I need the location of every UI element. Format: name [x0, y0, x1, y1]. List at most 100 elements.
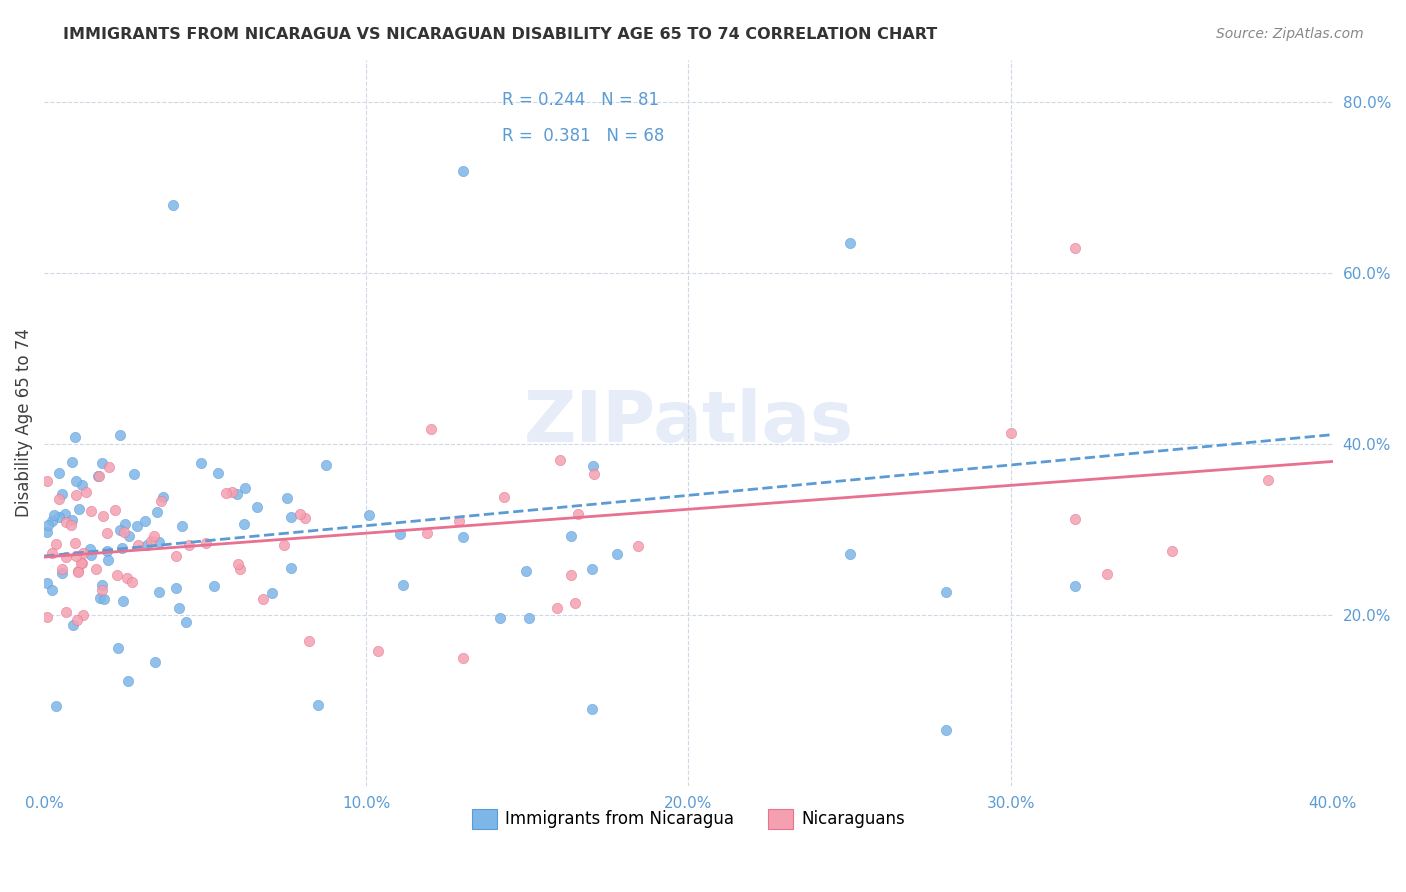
Point — [606, 547, 628, 561]
Point — [45, 698, 67, 713]
Point — [110, 523, 132, 537]
Point — [79, 541, 101, 556]
Point — [246, 500, 269, 514]
Point — [215, 485, 238, 500]
Point — [581, 702, 603, 716]
Point — [447, 514, 470, 528]
Point — [145, 656, 167, 670]
Point — [112, 524, 135, 539]
Point — [492, 490, 515, 504]
Point — [276, 491, 298, 506]
Point — [75, 485, 97, 500]
Point — [388, 527, 411, 541]
Point — [45, 537, 67, 551]
Text: Source: ZipAtlas.com: Source: ZipAtlas.com — [1216, 27, 1364, 41]
Point — [280, 510, 302, 524]
Point — [42, 508, 65, 523]
Point — [127, 518, 149, 533]
Point — [91, 582, 114, 597]
Point — [51, 487, 73, 501]
Text: R = 0.244   N = 81: R = 0.244 N = 81 — [502, 91, 659, 109]
Point — [1064, 579, 1087, 593]
Point — [288, 507, 311, 521]
Point — [134, 515, 156, 529]
Point — [67, 566, 90, 580]
Point — [207, 466, 229, 480]
Point — [63, 430, 86, 444]
Point — [65, 549, 87, 563]
Point — [91, 509, 114, 524]
Point — [229, 562, 252, 576]
Point — [70, 556, 93, 570]
Point — [65, 488, 87, 502]
Point — [96, 526, 118, 541]
Point — [60, 513, 83, 527]
Point — [110, 541, 132, 555]
Point — [582, 467, 605, 482]
Point — [167, 600, 190, 615]
Point — [560, 567, 582, 582]
Point — [273, 538, 295, 552]
Point — [564, 596, 586, 610]
Point — [105, 568, 128, 582]
Point — [1257, 474, 1279, 488]
Point — [117, 673, 139, 688]
Point — [935, 723, 957, 738]
Point — [107, 641, 129, 656]
Point — [489, 611, 512, 625]
Point — [1064, 241, 1087, 255]
Point — [37, 525, 59, 540]
Point — [148, 585, 170, 599]
Point — [108, 428, 131, 442]
Point — [72, 546, 94, 560]
Point — [162, 198, 184, 212]
Point — [136, 537, 159, 551]
Point — [195, 535, 218, 549]
Point — [37, 475, 59, 489]
Legend: Immigrants from Nicaragua, Nicaraguans: Immigrants from Nicaragua, Nicaraguans — [465, 802, 911, 836]
Point — [225, 487, 247, 501]
Point — [165, 581, 187, 595]
Point — [392, 578, 415, 592]
Point — [190, 456, 212, 470]
Point — [67, 564, 90, 578]
Point — [150, 494, 173, 508]
Point — [359, 508, 381, 523]
Point — [70, 556, 93, 570]
Point — [124, 467, 146, 481]
Point — [63, 535, 86, 549]
Point — [41, 583, 63, 598]
Point — [37, 575, 59, 590]
Point — [80, 548, 103, 562]
Point — [174, 615, 197, 629]
Point — [517, 611, 540, 625]
Point — [48, 509, 70, 524]
Point — [548, 453, 571, 467]
Point — [139, 533, 162, 548]
Point — [84, 562, 107, 576]
Point — [567, 507, 589, 521]
Point — [294, 511, 316, 525]
Point — [55, 549, 77, 564]
Point — [165, 549, 187, 563]
Point — [233, 482, 256, 496]
Point — [72, 608, 94, 623]
Point — [419, 422, 441, 436]
Point — [55, 515, 77, 529]
Point — [60, 518, 83, 533]
Point — [451, 530, 474, 544]
Point — [121, 574, 143, 589]
Point — [89, 591, 111, 605]
Point — [451, 163, 474, 178]
Point — [838, 236, 860, 251]
Point — [307, 698, 329, 712]
Point — [60, 455, 83, 469]
Point — [114, 516, 136, 531]
Point — [202, 579, 225, 593]
Point — [66, 613, 89, 627]
Point — [112, 593, 135, 607]
Point — [87, 469, 110, 483]
Point — [838, 547, 860, 561]
Point — [41, 546, 63, 560]
Point — [170, 519, 193, 533]
